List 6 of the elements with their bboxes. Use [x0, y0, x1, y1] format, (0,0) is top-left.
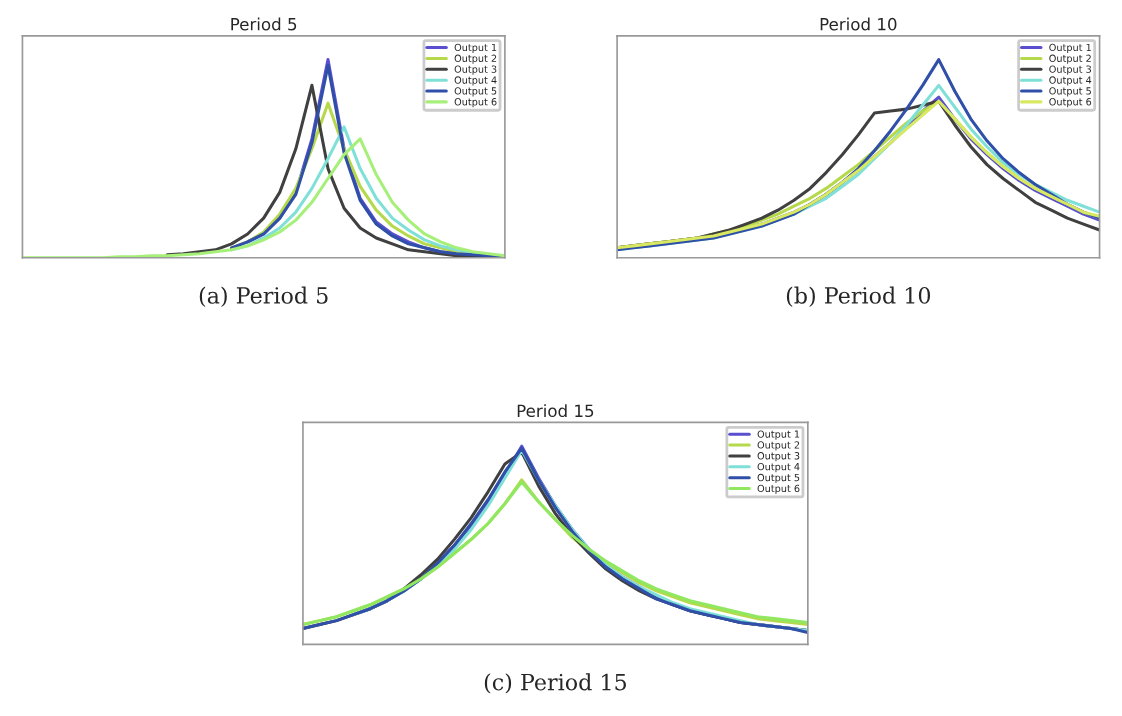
chart-title: Period 15	[517, 404, 594, 418]
text: (a) Period 5	[199, 286, 328, 307]
text: (b) Period 10	[786, 286, 931, 307]
chart-title: Period 10	[820, 17, 897, 31]
text: (c) Period 15	[484, 673, 626, 694]
chart-title: Period 5	[231, 17, 297, 31]
